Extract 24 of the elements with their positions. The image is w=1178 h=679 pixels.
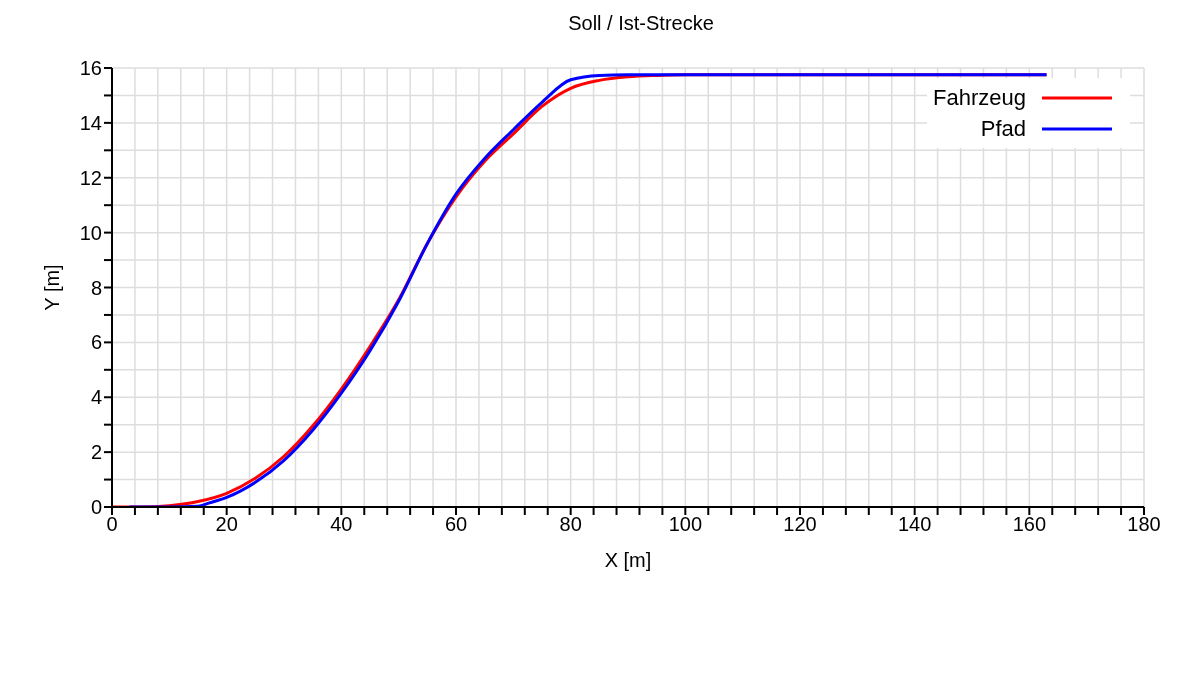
legend-label: Pfad — [980, 115, 1026, 143]
y-tick-label: 10 — [79, 221, 102, 244]
legend-label: Fahrzeug — [933, 84, 1026, 112]
x-tick-label: 160 — [1012, 513, 1047, 536]
x-tick-label: 60 — [444, 513, 468, 536]
x-tick-label: 80 — [559, 513, 582, 536]
y-tick-label: 8 — [90, 276, 102, 299]
y-axis-title: Y [m] — [41, 264, 64, 311]
x-axis-title: X [m] — [604, 549, 652, 571]
x-tick-label: 40 — [330, 513, 353, 536]
y-tick-label: 0 — [90, 496, 102, 519]
x-tick-label: 20 — [215, 513, 238, 536]
y-tick-label: 14 — [79, 111, 102, 134]
chart-title: Soll / Ist-Strecke — [568, 12, 714, 34]
y-tick-label: 12 — [79, 166, 102, 189]
x-tick-label: 120 — [783, 513, 817, 536]
x-tick-label: 100 — [668, 513, 703, 536]
x-tick-label: 140 — [897, 513, 932, 536]
y-tick-label: 6 — [90, 331, 102, 354]
y-tick-label: 2 — [90, 441, 102, 464]
x-tick-label: 0 — [106, 513, 118, 536]
x-tick-label: 180 — [1127, 513, 1161, 536]
y-tick-label: 16 — [79, 57, 102, 80]
y-tick-label: 4 — [90, 386, 102, 409]
